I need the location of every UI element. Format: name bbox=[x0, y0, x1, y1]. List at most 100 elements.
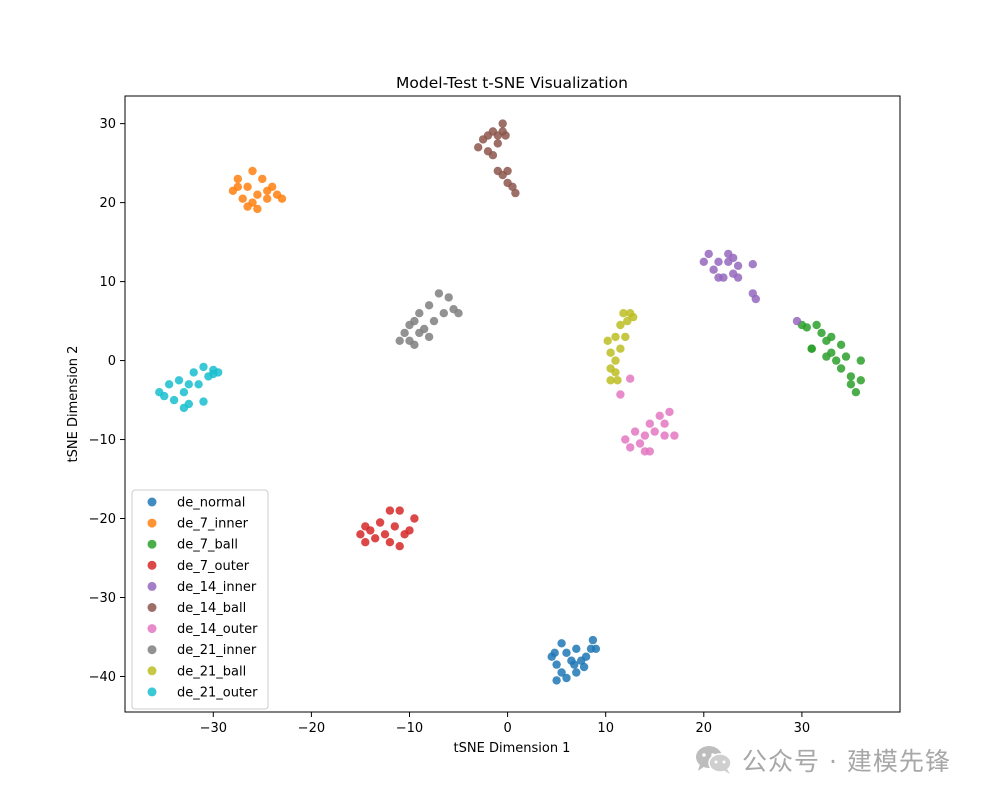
point-de_7_inner-6 bbox=[258, 174, 267, 184]
point-de_14_outer-8 bbox=[655, 411, 664, 420]
legend-label-de_14_ball: de_14_ball bbox=[177, 601, 246, 616]
point-de_14_inner-1 bbox=[704, 249, 713, 259]
point-de_21_outer-2 bbox=[164, 380, 174, 389]
point-de_21_outer-1 bbox=[160, 391, 169, 401]
point-de_7_inner-7 bbox=[263, 194, 272, 203]
point-de_14_ball-5 bbox=[493, 139, 502, 148]
point-de_21_inner-6 bbox=[415, 309, 424, 318]
point-de_7_ball-12 bbox=[846, 372, 856, 381]
legend-marker-de_7_inner bbox=[147, 518, 157, 528]
point-de_normal-2 bbox=[557, 668, 566, 677]
x-tick-label: 0 bbox=[503, 721, 511, 736]
point-de_7_ball-1 bbox=[802, 323, 811, 332]
point-de_7_outer-8 bbox=[395, 506, 404, 515]
x-tick-label: −10 bbox=[396, 721, 423, 736]
point-de_14_ball-0 bbox=[474, 143, 483, 152]
point-de_7_ball-11 bbox=[841, 352, 851, 361]
x-tick-label: 10 bbox=[597, 721, 614, 736]
point-de_14_ball-10 bbox=[488, 151, 498, 160]
legend-label-de_7_outer: de_7_outer bbox=[177, 559, 250, 574]
series-de_7_ball bbox=[797, 320, 865, 397]
point-de_21_ball-5 bbox=[611, 356, 620, 365]
point-de_14_ball-14 bbox=[503, 166, 512, 176]
point-de_21_ball-4 bbox=[611, 332, 620, 342]
point-de_14_inner-3 bbox=[714, 257, 723, 266]
point-de_normal-14 bbox=[588, 635, 598, 645]
series-de_21_outer bbox=[155, 362, 223, 413]
point-de_normal-5 bbox=[572, 644, 581, 653]
series-de_21_ball bbox=[603, 309, 638, 385]
point-de_7_inner-14 bbox=[263, 186, 272, 195]
point-de_14_outer-11 bbox=[670, 431, 679, 440]
legend-label-de_21_ball: de_21_ball bbox=[177, 664, 246, 679]
point-de_7_outer-9 bbox=[395, 542, 404, 551]
point-de_14_inner-15 bbox=[792, 316, 802, 326]
legend-label-de_14_outer: de_14_outer bbox=[177, 622, 258, 637]
y-tick-label: −40 bbox=[89, 670, 116, 685]
point-de_21_inner-12 bbox=[444, 293, 453, 302]
point-de_21_outer-5 bbox=[179, 388, 189, 397]
point-de_21_inner-0 bbox=[395, 336, 404, 345]
point-de_21_outer-16 bbox=[209, 369, 218, 379]
point-de_14_inner-12 bbox=[748, 260, 757, 269]
point-de_7_outer-3 bbox=[371, 534, 380, 543]
legend-label-de_7_ball: de_7_ball bbox=[177, 538, 238, 553]
point-de_21_outer-7 bbox=[184, 380, 193, 389]
point-de_21_inner-15 bbox=[410, 340, 419, 349]
point-de_21_ball-14 bbox=[621, 332, 630, 342]
point-de_21_ball-10 bbox=[619, 309, 628, 318]
point-de_7_inner-2 bbox=[238, 194, 247, 203]
axes: −30 −20 −10 0 10 20 30 −40 −30 −20 −10 0 10 20 30 bbox=[89, 117, 811, 736]
x-tick-label: 30 bbox=[794, 721, 811, 736]
point-de_14_outer-2 bbox=[630, 427, 640, 436]
point-de_normal-16 bbox=[579, 662, 589, 672]
point-de_21_ball-13 bbox=[629, 312, 638, 322]
y-tick-label: −20 bbox=[89, 512, 116, 527]
point-de_7_inner-4 bbox=[248, 166, 257, 176]
point-de_21_ball-9 bbox=[616, 344, 625, 353]
point-de_21_outer-15 bbox=[199, 397, 208, 406]
point-de_14_inner-14 bbox=[751, 294, 760, 304]
point-de_7_outer-12 bbox=[410, 514, 419, 523]
point-de_14_inner-0 bbox=[699, 257, 708, 266]
point-de_normal-13 bbox=[557, 639, 566, 648]
y-tick-label: −30 bbox=[89, 591, 116, 606]
point-de_7_inner-5 bbox=[253, 190, 262, 199]
legend-label-de_7_inner: de_7_inner bbox=[177, 517, 249, 532]
point-de_14_outer-5 bbox=[640, 431, 650, 440]
y-axis-label: tSNE Dimension 2 bbox=[66, 346, 81, 463]
point-de_14_outer-7 bbox=[650, 427, 659, 436]
x-axis-label: tSNE Dimension 1 bbox=[454, 741, 571, 756]
point-de_normal-10 bbox=[552, 676, 561, 685]
legend-marker-de_14_inner bbox=[147, 581, 157, 591]
legend: de_normal de_7_inner de_7_ball de_7_outerde… bbox=[131, 489, 269, 710]
point-de_7_ball-18 bbox=[807, 344, 816, 353]
point-de_14_outer-14 bbox=[626, 374, 635, 383]
x-tick-label: −30 bbox=[200, 721, 227, 736]
point-de_normal-7 bbox=[581, 652, 591, 661]
point-de_normal-15 bbox=[570, 660, 579, 669]
y-tick-label: −10 bbox=[89, 433, 116, 448]
point-de_7_inner-3 bbox=[243, 182, 252, 191]
point-de_21_ball-6 bbox=[611, 368, 620, 377]
point-de_14_outer-1 bbox=[626, 443, 635, 452]
point-de_21_ball-8 bbox=[616, 320, 625, 330]
point-de_21_outer-9 bbox=[194, 380, 203, 389]
legend-label-de_21_outer: de_21_outer bbox=[177, 685, 258, 700]
point-de_21_inner-11 bbox=[439, 309, 448, 318]
point-de_14_ball-16 bbox=[511, 188, 520, 198]
series-de_7_outer bbox=[356, 506, 419, 551]
point-de_14_outer-13 bbox=[645, 447, 654, 456]
y-tick-label: 0 bbox=[108, 354, 116, 369]
point-de_7_ball-15 bbox=[856, 376, 865, 385]
point-de_14_outer-9 bbox=[660, 419, 669, 428]
point-de_7_outer-1 bbox=[361, 538, 370, 547]
legend-box bbox=[131, 489, 269, 710]
scatter-points bbox=[155, 119, 865, 685]
point-de_14_inner-9 bbox=[733, 261, 743, 270]
point-de_21_ball-1 bbox=[606, 348, 615, 357]
series-de_21_inner bbox=[395, 289, 463, 349]
point-de_21_outer-3 bbox=[169, 395, 179, 405]
point-de_7_outer-5 bbox=[380, 530, 390, 539]
point-de_21_outer-10 bbox=[199, 362, 208, 372]
